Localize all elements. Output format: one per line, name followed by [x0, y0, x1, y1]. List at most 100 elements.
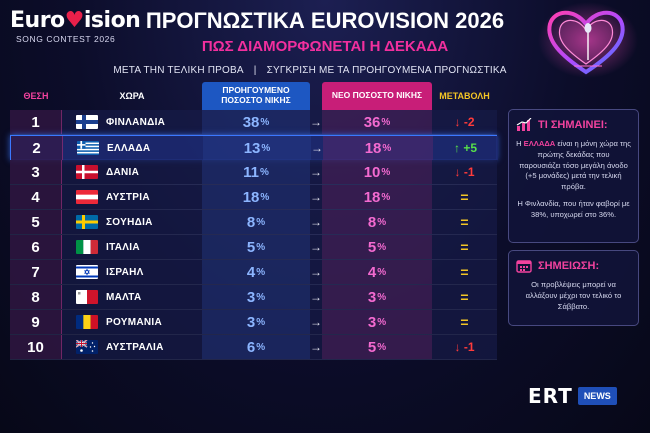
row-previous-percent: 3%	[202, 310, 310, 334]
meaning-p1-pre: Η	[516, 139, 524, 148]
header-change: ΜΕΤΑΒΟΛΗ	[439, 90, 490, 101]
table-row: 7 ΙΣΡΑΗΛ 4% → 4% =	[10, 260, 497, 285]
note-panel: ΣΗΜΕΙΩΣΗ: Οι προβλέψεις μπορεί να αλλάξο…	[508, 250, 639, 326]
row-new-percent: 5%	[322, 335, 432, 359]
right-arrow-icon: →	[310, 340, 322, 354]
row-change: =	[460, 239, 469, 255]
israel-flag-icon	[76, 265, 98, 279]
row-new-cell-bg	[322, 210, 432, 234]
right-arrow-icon: →	[310, 290, 322, 304]
table-row: 10 ΑΥΣΤΡΑΛΙΑ 6% → 5% ↓ -1	[10, 335, 497, 360]
row-previous-unit: %	[256, 241, 266, 253]
row-position: 9	[10, 310, 62, 334]
row-new-unit: %	[377, 266, 387, 278]
row-previous-value: 4	[246, 263, 256, 281]
row-previous-unit: %	[256, 266, 266, 278]
row-new-value: 18	[363, 188, 381, 206]
row-new-cell-bg	[323, 136, 433, 160]
logo-subtitle: SONG CONTEST 2026	[16, 34, 116, 44]
row-previous-value: 13	[243, 139, 261, 157]
row-position: 5	[10, 210, 62, 234]
table-header: ΘΕΣΗ ΧΩΡΑ ΠΡΟΗΓΟΥΜΕΝΟ ΠΟΣΟΣΤΟ ΝΙΚΗΣ ΝΕΟ …	[10, 82, 497, 110]
row-previous-cell-bg	[202, 285, 310, 309]
row-new-value: 18	[364, 139, 382, 157]
note-title: ΣΗΜΕΙΩΣΗ:	[538, 260, 600, 272]
row-previous-value: 3	[246, 288, 256, 306]
row-new-cell-bg	[322, 160, 432, 184]
australia-flag-icon	[76, 340, 98, 354]
page-title: ΠΡΟΓΝΩΣΤΙΚΑ EUROVISION 2026	[145, 8, 505, 33]
row-position: 4	[10, 185, 62, 209]
row-new-value: 5	[367, 238, 377, 256]
table-row: 5 ΣΟΥΗΔΙΑ 8% → 8% =	[10, 210, 497, 235]
row-new-cell-bg	[322, 260, 432, 284]
row-previous-percent: 13%	[203, 136, 311, 160]
austria-flag-icon	[76, 190, 98, 204]
right-arrow-icon: →	[310, 315, 322, 329]
rankings-table: ΘΕΣΗ ΧΩΡΑ ΠΡΟΗΓΟΥΜΕΝΟ ΠΟΣΟΣΤΟ ΝΙΚΗΣ ΝΕΟ …	[10, 82, 498, 360]
row-position: 7	[10, 260, 62, 284]
right-arrow-icon: →	[310, 165, 322, 179]
table-row: 8 ΜΑΛΤΑ 3% → 3% =	[10, 285, 497, 310]
row-change: ↓ -2	[454, 115, 475, 129]
row-previous-unit: %	[259, 166, 269, 178]
row-previous-unit: %	[256, 291, 266, 303]
row-change: =	[460, 214, 469, 230]
caption-separator: |	[253, 65, 257, 76]
row-previous-value: 6	[246, 338, 256, 356]
row-new-unit: %	[377, 216, 387, 228]
row-country: ΙΣΡΑΗΛ	[106, 266, 144, 278]
note-panel-header: ΣΗΜΕΙΩΣΗ:	[516, 259, 631, 273]
row-country: ΦΙΝΛΑΝΔΙΑ	[106, 116, 166, 128]
logo-wordmark-pre: Euro	[10, 8, 65, 33]
row-country: ΡΟΥΜΑΝΙΑ	[106, 316, 163, 328]
header-country: ΧΩΡΑ	[119, 90, 145, 101]
row-previous-cell-bg	[203, 136, 311, 160]
table-row: 4 ΑΥΣΤΡΙΑ 18% → 18% =	[10, 185, 497, 210]
row-new-percent: 5%	[322, 235, 432, 259]
right-arrow-icon: →	[310, 215, 322, 229]
row-new-unit: %	[377, 241, 387, 253]
row-country: ΣΟΥΗΔΙΑ	[106, 216, 153, 228]
denmark-flag-icon	[76, 165, 98, 179]
row-new-unit: %	[381, 166, 391, 178]
row-new-unit: %	[377, 341, 387, 353]
logo-wordmark-post: ision	[83, 8, 141, 33]
row-position: 1	[10, 110, 62, 134]
caption-left: ΜΕΤΑ ΤΗΝ ΤΕΛΙΚΗ ΠΡΟΒΑ	[113, 65, 244, 76]
header-new: ΝΕΟ ΠΟΣΟΣΤΟ ΝΙΚΗΣ	[322, 82, 432, 110]
row-change: =	[460, 314, 469, 330]
row-new-percent: 4%	[322, 260, 432, 284]
row-new-unit: %	[377, 316, 387, 328]
row-change: ↓ -1	[454, 165, 475, 179]
row-new-unit: %	[377, 291, 387, 303]
row-change: =	[460, 189, 469, 205]
row-new-value: 10	[363, 163, 381, 181]
row-previous-percent: 5%	[202, 235, 310, 259]
greece-flag-icon	[77, 141, 99, 155]
row-new-percent: 3%	[322, 285, 432, 309]
table-body: 1 ΦΙΝΛΑΝΔΙΑ 38% → 36% ↓ -2 2 ΕΛΛΑΔΑ 13% → 18% ↑ +5 3…	[10, 110, 498, 360]
row-new-cell-bg	[322, 235, 432, 259]
row-position: 3	[10, 160, 62, 184]
row-previous-cell-bg	[202, 210, 310, 234]
row-new-value: 8	[367, 213, 377, 231]
table-row: 6 ΙΤΑΛΙΑ 5% → 5% =	[10, 235, 497, 260]
row-previous-percent: 18%	[202, 185, 310, 209]
italy-flag-icon	[76, 240, 98, 254]
right-arrow-icon: →	[310, 190, 322, 204]
row-country: ΙΤΑΛΙΑ	[106, 241, 140, 253]
row-country: ΜΑΛΤΑ	[106, 291, 142, 303]
row-new-value: 4	[367, 263, 377, 281]
row-previous-cell-bg	[202, 110, 310, 134]
row-new-percent: 18%	[322, 185, 432, 209]
row-previous-cell-bg	[202, 160, 310, 184]
row-previous-value: 3	[246, 313, 256, 331]
logo-heart-icon: ♥	[64, 8, 85, 33]
news-badge: NEWS	[577, 387, 617, 405]
table-row: 2 ΕΛΛΑΔΑ 13% → 18% ↑ +5	[10, 135, 498, 160]
row-new-percent: 36%	[322, 110, 432, 134]
table-row: 3 ΔΑΝΙΑ 11% → 10% ↓ -1	[10, 160, 497, 185]
eurovision-logo: Euro♥ision SONG CONTEST 2026	[10, 8, 141, 44]
meaning-panel-header: ΤΙ ΣΗΜΑΙΝΕΙ:	[516, 118, 631, 132]
